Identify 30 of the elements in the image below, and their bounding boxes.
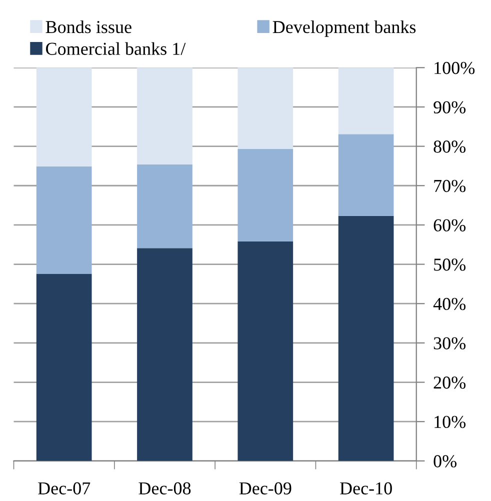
y-tick-label: 50%	[434, 258, 466, 271]
y-tick-label: 70%	[434, 180, 466, 192]
legend-label: Comercial banks 1/	[46, 42, 186, 55]
bar	[137, 68, 192, 164]
y-tick-label: 20%	[434, 376, 466, 389]
legend-label: Development banks	[272, 20, 416, 37]
bar	[338, 68, 394, 134]
y-tick-label: 30%	[434, 337, 466, 350]
y-tick-label: 10%	[434, 416, 466, 428]
bar	[36, 274, 92, 461]
bar	[238, 68, 294, 150]
y-tick-label: 100%	[434, 62, 475, 74]
bar	[238, 241, 294, 461]
bar	[137, 164, 192, 248]
legend-label: Bonds issue	[46, 20, 132, 34]
y-tick-label: 60%	[434, 219, 466, 232]
bar	[36, 166, 92, 274]
x-tick-label: Dec-07	[38, 482, 90, 494]
y-tick-label: 80%	[434, 140, 466, 153]
y-tick-label: 0%	[434, 455, 456, 468]
bar	[338, 134, 394, 216]
y-tick-label: 40%	[433, 298, 466, 310]
bar	[36, 68, 92, 166]
y-tick-label: 90%	[434, 101, 466, 114]
bar	[238, 149, 294, 242]
x-tick-label: Dec-08	[138, 482, 191, 494]
bar	[137, 248, 192, 461]
bar	[338, 216, 394, 461]
x-tick-label: Dec-09	[239, 482, 292, 494]
x-tick-label: Dec-10	[340, 482, 392, 494]
